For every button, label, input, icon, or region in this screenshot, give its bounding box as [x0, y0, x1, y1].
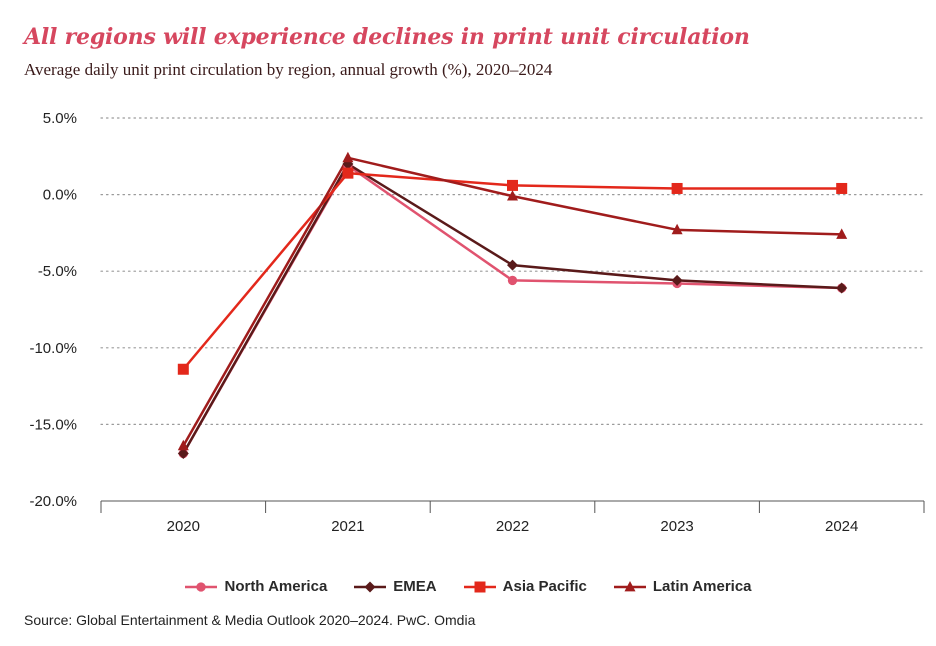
- chart-title: All regions will experience declines in …: [24, 24, 750, 50]
- legend-swatch: [463, 581, 496, 592]
- data-point-latin-america: [177, 439, 189, 451]
- legend-item: Latin America: [613, 578, 752, 595]
- data-point-emea: [671, 274, 683, 286]
- data-point-asia-pacific: [671, 182, 683, 194]
- data-point-asia-pacific: [836, 182, 848, 194]
- y-tick-label: -10.0%: [29, 340, 77, 357]
- legend: North America EMEA Asia Pacific Latin Ameri…: [0, 578, 936, 595]
- y-tick-label: -20.0%: [29, 493, 77, 510]
- data-point-asia-pacific: [507, 179, 518, 191]
- legend-label: Asia Pacific: [502, 578, 587, 595]
- series-line-emea: [182, 162, 842, 455]
- data-point-latin-america: [342, 151, 354, 163]
- y-tick-label: 5.0%: [43, 110, 77, 127]
- series-line-latin-america: [182, 156, 842, 447]
- x-tick-label: 2024: [825, 518, 858, 535]
- x-tick-label: 2023: [660, 518, 693, 535]
- data-point-emea: [177, 448, 189, 460]
- legend-item: Asia Pacific: [463, 578, 587, 595]
- data-point-latin-america: [836, 228, 848, 239]
- series-line-north-america: [182, 164, 842, 455]
- legend-item: North America: [184, 578, 327, 595]
- legend-swatch: [613, 580, 646, 591]
- legend-label: North America: [224, 578, 328, 595]
- legend-label: Latin America: [652, 578, 752, 595]
- legend-swatch: [354, 581, 387, 592]
- legend-swatch: [185, 581, 218, 592]
- series-markers: [177, 151, 848, 460]
- y-tick-label: -5.0%: [38, 263, 77, 280]
- y-tick-label: -15.0%: [29, 416, 77, 433]
- data-point-asia-pacific: [342, 167, 354, 179]
- data-point-asia-pacific: [177, 363, 189, 375]
- x-tick-label: 2022: [496, 518, 529, 535]
- gridlines: [100, 117, 925, 425]
- chart-subtitle: Average daily unit print circulation by …: [24, 60, 553, 79]
- source-note: Source: Global Entertainment & Media Out…: [24, 612, 476, 628]
- data-point-latin-america: [671, 223, 683, 235]
- data-point-emea: [507, 259, 518, 271]
- axes: 5.0% 0.0% -5.0% -10.0% -15.0% -20.0% 2020 2021 2…: [29, 110, 925, 535]
- data-point-north-america: [507, 275, 518, 286]
- series-lines: [182, 156, 842, 455]
- data-point-emea: [836, 282, 848, 294]
- data-point-latin-america: [507, 190, 518, 201]
- x-tick-label: 2021: [331, 518, 364, 535]
- y-tick-label: 0.0%: [43, 187, 77, 204]
- x-tick-label: 2020: [167, 518, 200, 535]
- legend-item: EMEA: [353, 578, 437, 595]
- legend-label: EMEA: [393, 578, 437, 595]
